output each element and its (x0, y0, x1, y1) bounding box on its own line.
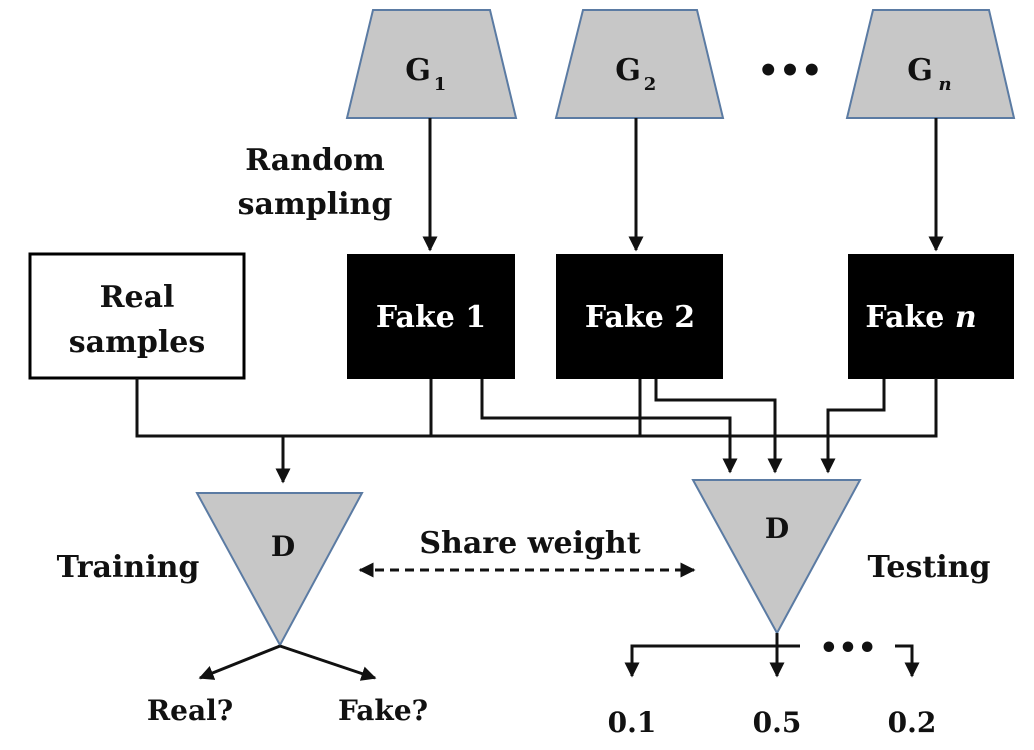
output-0-2: 0.2 (888, 706, 937, 739)
outputs-ellipsis: ••• (819, 631, 877, 666)
generator-1-subscript: 1 (434, 74, 447, 95)
testing-d-label: D (765, 512, 789, 545)
generator-n-name: G (907, 53, 933, 88)
training-label: Training (57, 550, 200, 585)
arrow-output-0-1 (624, 644, 777, 678)
output-fake: Fake? (338, 694, 428, 727)
arrow-fake-output (279, 644, 377, 681)
generator-2-name: G (615, 53, 641, 88)
generator-2: G 2 (554, 9, 725, 119)
fake-1-box: Fake 1 (347, 254, 515, 379)
training-discriminator: D (195, 492, 364, 648)
real-samples-line1: Real (100, 280, 175, 315)
testing-discriminator: D (691, 479, 862, 636)
generators-ellipsis: ••• (757, 51, 822, 91)
testing-label: Testing (868, 550, 991, 585)
generator-1-name: G (405, 53, 431, 88)
training-bus (135, 378, 938, 438)
fake-2-box: Fake 2 (556, 254, 723, 379)
arrow-output-0-2 (895, 644, 920, 678)
fake-n-label: Fake (865, 300, 944, 335)
generator-2-subscript: 2 (644, 74, 657, 95)
output-0-1: 0.1 (608, 706, 657, 739)
generator-n-subscript: n (938, 74, 951, 95)
fake-n-box: Fake n (848, 254, 1014, 379)
fake-2-label: Fake 2 (585, 300, 695, 335)
svg-text:Fake n: Fake n (865, 300, 976, 335)
arrow-real-output (198, 644, 281, 680)
share-weight-label: Share weight (419, 526, 640, 561)
training-d-label: D (271, 530, 295, 563)
wire-faken-testing (820, 379, 886, 474)
output-real: Real? (147, 694, 233, 727)
generator-1: G 1 (345, 9, 518, 119)
generator-n: G n (845, 9, 1016, 119)
wire-fake1-testing (480, 379, 738, 474)
real-samples-line2: samples (69, 325, 205, 360)
random-sampling-line2: sampling (238, 187, 393, 222)
wire-fake2-testing (654, 379, 783, 474)
fake-1-label: Fake 1 (376, 300, 486, 335)
fake-n-italic: n (955, 300, 977, 335)
output-0-5: 0.5 (753, 706, 802, 739)
real-samples-box: Real samples (28, 252, 246, 380)
random-sampling-line1: Random (245, 143, 385, 178)
